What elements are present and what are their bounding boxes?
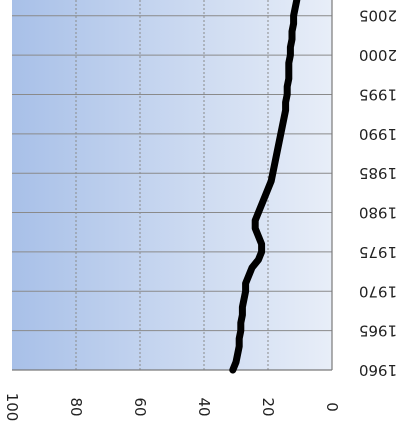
- series-line-0: [229, 0, 301, 374]
- plot-area-group: [12, 0, 333, 374]
- value-tick-label-0: 0: [323, 402, 341, 412]
- tick-labels-group: 0 20 40 60 80 100 1960 1965 1970 1975 1980 1985 1990…: [3, 7, 397, 422]
- value-tick-label-100: 100: [3, 393, 21, 422]
- plot-background: [12, 0, 332, 370]
- year-tick-label-2005: 2005: [359, 7, 397, 25]
- year-tick-label-2000: 2000: [359, 46, 397, 64]
- year-tick-label-1970: 1970: [359, 282, 397, 300]
- year-tick-label-1995: 1995: [359, 85, 397, 103]
- value-tick-label-60: 60: [131, 397, 149, 416]
- value-tick-label-80: 80: [67, 397, 85, 416]
- value-tick-label-20: 20: [259, 397, 277, 416]
- year-tick-label-1990: 1990: [359, 125, 397, 143]
- year-tick-label-1975: 1975: [359, 243, 397, 261]
- year-tick-label-1960: 1960: [359, 361, 397, 379]
- year-tick-label-1985: 1985: [359, 164, 397, 182]
- value-tick-label-40: 40: [195, 397, 213, 416]
- year-tick-label-1965: 1965: [359, 322, 397, 340]
- year-tick-label-1980: 1980: [359, 204, 397, 222]
